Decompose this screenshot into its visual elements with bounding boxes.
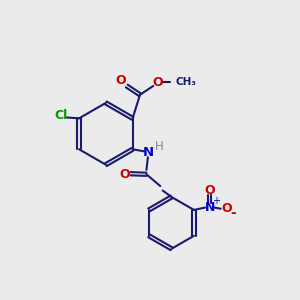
Text: O: O [119, 168, 130, 181]
Text: N: N [142, 146, 154, 159]
Text: O: O [222, 202, 232, 215]
Text: N: N [205, 201, 215, 214]
Text: O: O [152, 76, 163, 89]
Text: O: O [205, 184, 215, 197]
Text: Cl: Cl [54, 110, 67, 122]
Text: CH₃: CH₃ [176, 77, 197, 87]
Text: -: - [230, 206, 236, 220]
Text: H: H [155, 140, 164, 153]
Text: O: O [116, 74, 126, 87]
Text: +: + [212, 196, 220, 206]
